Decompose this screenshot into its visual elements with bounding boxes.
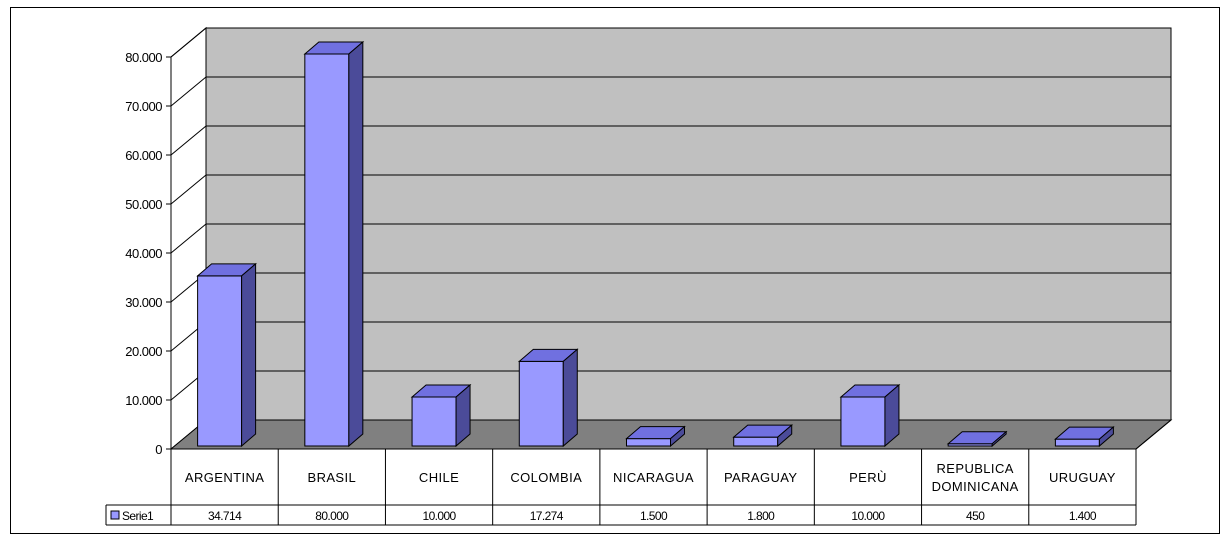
category-label: ARGENTINA [185, 470, 264, 485]
y-tick-label: 50.000 [125, 197, 162, 212]
bar-side-6 [884, 383, 900, 448]
gridline-side [170, 125, 207, 156]
y-tick-label: 10.000 [125, 393, 162, 408]
gridline-side [170, 223, 207, 254]
bar-side-8 [1098, 426, 1114, 448]
floor-edge [1135, 419, 1172, 450]
bar-front-4 [626, 438, 671, 447]
gridline-side [170, 76, 207, 107]
data-table-value: 1.400 [1069, 509, 1097, 523]
bar-chart-3d: 0 10.000 20.000 30.000 40.000 50.000 60.000 70.… [105, 26, 1173, 526]
data-table-value: 1.800 [747, 509, 775, 523]
gridline-side [170, 27, 207, 58]
category-label: PERÙ [849, 470, 887, 485]
y-tick-label: 70.000 [125, 99, 162, 114]
bar-front-1 [304, 53, 350, 447]
bar-side-5 [777, 424, 793, 448]
y-tick-label: 60.000 [125, 148, 162, 163]
gridline-side [170, 174, 207, 205]
category-label: COLOMBIA [510, 470, 582, 485]
bar-front-2 [411, 396, 457, 447]
bar-side-7 [991, 430, 1007, 448]
bar-front-0 [197, 275, 243, 447]
bar-front-8 [1054, 438, 1100, 447]
data-table-value: 10.000 [423, 509, 457, 523]
bar-side-2 [455, 383, 471, 448]
category-label: REPUBLICA [937, 461, 1014, 476]
legend-label: Serie1 [122, 509, 154, 523]
y-tick-label: 80.000 [125, 50, 162, 65]
category-label: BRASIL [308, 470, 357, 485]
category-label: PARAGUAY [724, 470, 798, 485]
y-tick-label: 30.000 [125, 295, 162, 310]
data-table-value: 34.714 [208, 509, 242, 523]
category-label: CHILE [419, 470, 459, 485]
bar-side-3 [562, 348, 578, 448]
category-label: DOMINICANA [932, 479, 1019, 494]
bar-side-0 [241, 262, 257, 448]
bar-side-4 [670, 425, 685, 448]
data-table-value: 1.500 [640, 509, 668, 523]
y-tick-label: 0 [155, 442, 162, 457]
bar-front-5 [733, 436, 779, 447]
y-tick-label: 40.000 [125, 246, 162, 261]
data-table-value: 450 [966, 509, 985, 523]
bar-side-1 [348, 40, 364, 448]
legend-swatch [110, 510, 120, 520]
category-label: URUGUAY [1049, 470, 1116, 485]
bar-front-3 [518, 360, 564, 447]
data-table-value: 17.274 [530, 509, 564, 523]
y-tick-label: 20.000 [125, 344, 162, 359]
data-table-value: 10.000 [851, 509, 885, 523]
chart-frame: 0 10.000 20.000 30.000 40.000 50.000 60.000 70.… [10, 7, 1220, 534]
data-table-value: 80.000 [315, 509, 349, 523]
category-label: NICARAGUA [613, 470, 694, 485]
bar-front-6 [840, 396, 886, 447]
